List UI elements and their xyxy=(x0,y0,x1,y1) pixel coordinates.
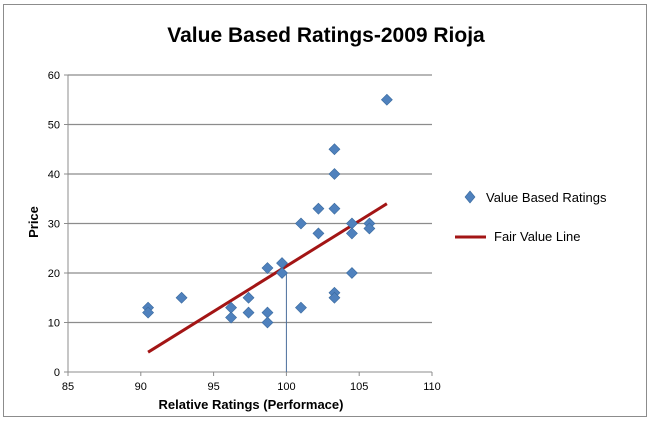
y-tick-label: 40 xyxy=(48,169,60,181)
data-point-diamond xyxy=(295,217,307,230)
x-tick-label: 85 xyxy=(62,381,74,393)
data-point-diamond xyxy=(295,301,307,314)
x-axis-title: Relative Ratings (Performace) xyxy=(159,397,344,412)
x-tick-label: 90 xyxy=(135,381,147,393)
x-tick-label: 95 xyxy=(207,381,219,393)
legend: Value Based Ratings Fair Value Line xyxy=(455,190,607,244)
legend-label-value-based-ratings: Value Based Ratings xyxy=(486,190,607,205)
data-point-diamond xyxy=(261,306,274,319)
y-tick-label: 50 xyxy=(48,120,60,132)
x-tick-label: 110 xyxy=(423,381,441,393)
data-point-diamond xyxy=(328,202,341,215)
legend-diamond-marker xyxy=(464,190,476,204)
x-tick-label: 105 xyxy=(350,381,368,393)
data-point-diamond xyxy=(345,267,358,279)
data-point-diamond xyxy=(345,227,358,240)
legend-label-fair-value-line: Fair Value Line xyxy=(494,229,580,244)
y-tick-label: 60 xyxy=(48,70,60,82)
y-tick-label: 20 xyxy=(48,268,60,280)
data-point-diamond xyxy=(142,306,155,319)
chart-frame xyxy=(3,4,647,417)
data-point-diamond xyxy=(312,202,325,215)
y-tick-label: 30 xyxy=(48,219,60,231)
data-point-diamond xyxy=(261,262,274,274)
data-point-diamond xyxy=(363,222,376,235)
x-tick-label: 100 xyxy=(277,381,295,393)
data-point-diamond xyxy=(328,143,341,156)
chart-title: Value Based Ratings-2009 Rioja xyxy=(167,24,485,47)
data-point-diamond xyxy=(175,291,188,304)
fair-value-line xyxy=(147,202,388,354)
y-tick-label: 0 xyxy=(54,367,60,379)
data-point-diamond xyxy=(380,93,393,106)
data-point-diamond xyxy=(312,227,325,240)
data-point-diamond xyxy=(225,311,237,324)
data-point-diamond xyxy=(242,291,255,304)
data-point-diamond xyxy=(328,291,341,304)
data-point-diamond xyxy=(242,306,255,319)
data-point-diamond xyxy=(276,267,288,279)
data-point-diamond xyxy=(328,168,341,180)
data-point-diamond xyxy=(261,316,274,329)
y-axis-title: Price xyxy=(26,206,41,238)
y-tick-label: 10 xyxy=(48,318,60,330)
